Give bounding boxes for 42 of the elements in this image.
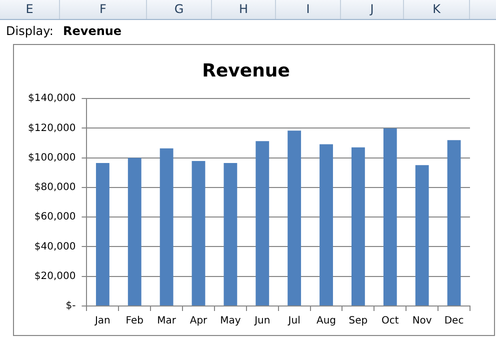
text: G [147,0,212,19]
bar [352,147,365,306]
text: E [0,0,60,19]
x-tick-label: Jun [254,316,270,327]
y-tick-label: $20,000 [34,270,76,282]
x-tick-label: Jan [94,316,110,327]
bar [224,163,238,306]
x-tick-label: Aug [316,316,336,327]
text: K [404,0,470,19]
text: Revenue [63,23,122,40]
bar [96,163,110,306]
text: H [212,0,276,19]
y-tick-label: $140,000 [28,93,76,104]
text: J [341,0,404,19]
bar [160,148,174,306]
chart-title: Revenue [202,60,290,82]
bar [256,141,270,306]
x-tick-label: Sep [348,316,368,327]
x-tick-label: May [220,316,241,327]
bar [192,160,206,306]
x-tick-label: Nov [412,316,432,327]
y-tick-label: $60,000 [34,212,76,223]
x-tick-label: Jul [287,316,300,327]
x-tick-label: Oct [382,316,399,327]
text: I [276,0,341,19]
x-tick-label: Apr [190,316,208,327]
x-tick-label: Feb [126,316,144,327]
bar [447,140,461,306]
bar [320,144,333,306]
bar [288,130,302,306]
y-tick-label: $100,000 [28,152,76,164]
text: F [60,0,147,19]
bar [415,165,429,306]
y-tick-label: $- [66,300,76,312]
text: Display: [6,23,54,40]
y-tick-label: $80,000 [34,182,76,194]
y-tick-label: $120,000 [28,122,76,134]
y-tick-label: $40,000 [34,241,76,252]
x-tick-label: Mar [157,316,177,327]
bar [383,128,397,306]
x-tick-label: Dec [444,316,464,327]
bar [128,158,142,306]
